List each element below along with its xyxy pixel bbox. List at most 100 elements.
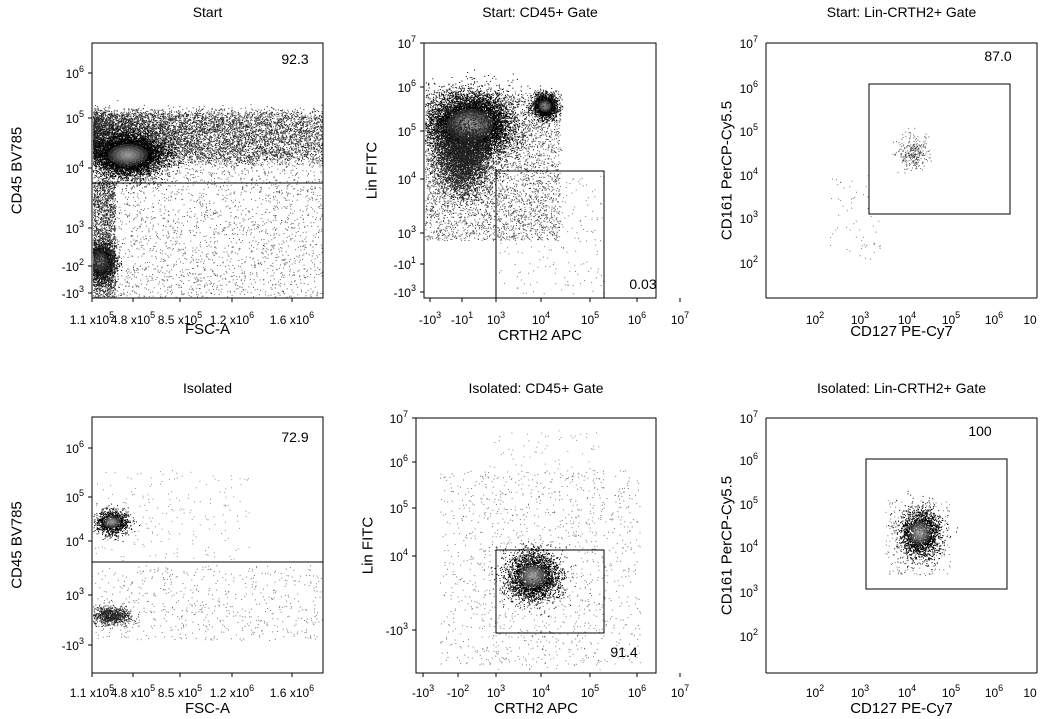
event-dot [260,137,261,138]
event-dot [288,111,289,112]
event-dot [296,130,297,131]
event-dot [279,142,280,143]
event-dot [273,121,274,122]
event-dot [261,150,262,151]
event-dot [144,105,145,106]
event-dot [293,114,294,115]
event-dot [173,120,174,121]
event-dot [228,161,229,162]
event-dot [93,158,94,159]
event-dot [171,111,172,112]
event-dot [143,120,144,121]
event-dot [232,127,233,128]
event-dot [132,109,133,110]
event-dot [216,157,217,158]
event-dot [193,135,194,136]
event-dot [241,133,242,134]
event-cloud [92,100,323,298]
event-dot [314,125,315,126]
event-dot [163,127,164,128]
event-dot [247,162,248,163]
event-dot [320,139,321,140]
event-dot [265,159,266,160]
event-dot [258,140,259,141]
event-dot [322,117,323,118]
event-dot [293,123,294,124]
event-dot [164,117,165,118]
event-dot [286,147,287,148]
event-dot [232,108,233,109]
event-dot [275,144,276,145]
event-dot [106,110,107,111]
event-dot [317,162,318,163]
event-dot [95,105,96,106]
event-dot [252,131,253,132]
event-dot [320,147,321,148]
event-dot [267,126,268,127]
event-dot [277,148,278,149]
event-dot [266,139,267,140]
event-dot [315,111,316,112]
event-dot [256,156,257,157]
event-dot [306,143,307,144]
event-dot [239,144,240,145]
event-dot [308,147,309,148]
event-dot [244,117,245,118]
event-dot [232,152,233,153]
event-dot [136,110,137,111]
event-dot [301,136,302,137]
event-dot [309,128,310,129]
event-dot [273,116,274,117]
event-dot [321,136,322,137]
event-dot [253,148,254,149]
event-dot [105,110,106,111]
event-dot [199,109,200,110]
event-dot [204,150,205,151]
event-dot [238,122,239,123]
event-dot [185,118,186,119]
event-dot [316,122,317,123]
event-dot [295,131,296,132]
event-dot [318,136,319,137]
event-dot [284,145,285,146]
event-dot [289,160,290,161]
event-dot [212,137,213,138]
event-dot [234,122,235,123]
event-dot [241,117,242,118]
event-dot [235,156,236,157]
event-dot [256,116,257,117]
event-dot [181,126,182,127]
event-dot [268,124,269,125]
event-dot [222,125,223,126]
event-dot [129,109,130,110]
event-dot [162,120,163,121]
event-dot [262,119,263,120]
event-dot [292,117,293,118]
event-dot [192,114,193,115]
event-dot [138,108,139,109]
event-dot [196,136,197,137]
event-dot [251,125,252,126]
event-dot [282,164,283,165]
event-dot [276,152,277,153]
event-dot [149,123,150,124]
event-dot [295,145,296,146]
event-dot [187,136,188,137]
event-dot [224,133,225,134]
event-dot [256,153,257,154]
event-dot [183,126,184,127]
event-dot [169,108,170,109]
event-dot [262,142,263,143]
event-dot [215,140,216,141]
event-dot [232,119,233,120]
event-dot [228,108,229,109]
event-dot [212,118,213,119]
event-dot [248,123,249,124]
event-dot [282,113,283,114]
event-dot [318,157,319,158]
event-dot [247,139,248,140]
event-dot [234,138,235,139]
event-dot [292,148,293,149]
event-dot [183,116,184,117]
